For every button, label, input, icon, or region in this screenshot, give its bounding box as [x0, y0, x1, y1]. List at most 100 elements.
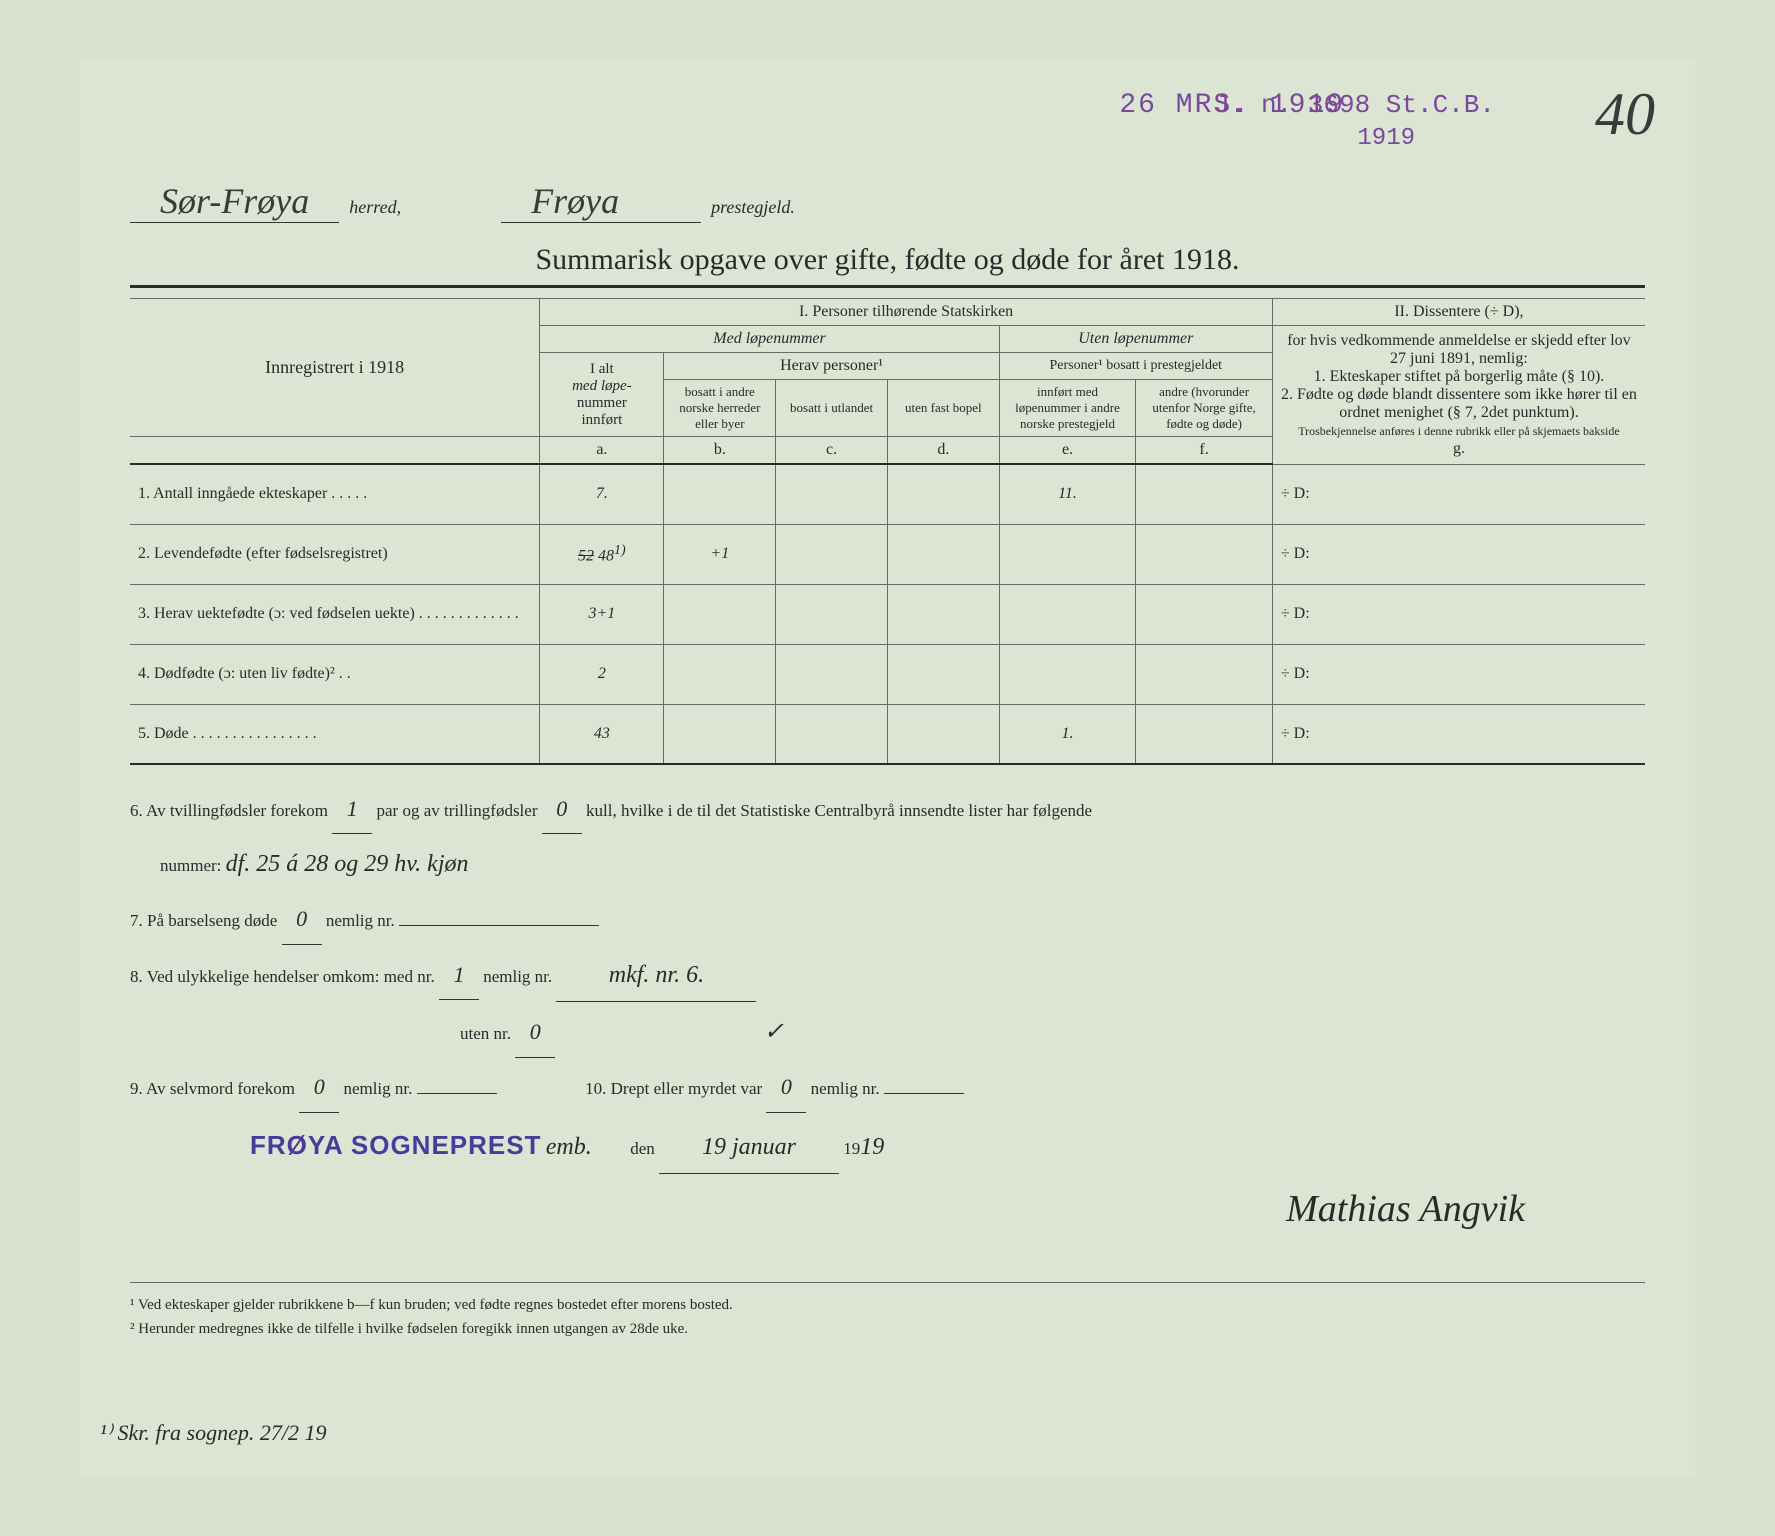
row-num: 5.: [138, 725, 150, 742]
cell-f: [1136, 584, 1273, 644]
n7-post: nemlig nr.: [326, 911, 395, 930]
cell-c: [776, 644, 888, 704]
n6-post: kull, hvilke i de til det Statistiske Ce…: [586, 801, 1092, 820]
col-ii-line3: 2. Fødte og døde blandt dissentere som i…: [1281, 386, 1637, 421]
cell-b: [664, 464, 776, 524]
col-a-4: innført: [581, 412, 622, 428]
n8-val2: 0: [515, 1008, 555, 1057]
cell-f: [1136, 704, 1273, 764]
cell-f: [1136, 464, 1273, 524]
cell-e: [999, 524, 1136, 584]
col-e-header: innført med løpenummer i andre norske pr…: [999, 380, 1136, 437]
jn-stamp: J. n. 3698 St.C.B.: [1214, 90, 1495, 120]
table-row: 2. Levendefødte (efter fødselsregistret)…: [130, 524, 1645, 584]
herred-label: herred,: [349, 197, 401, 218]
col-b-sub: b.: [664, 437, 776, 465]
table-row: 4. Dødfødte (ɔ: uten liv fødte)² . . 2 ÷…: [130, 644, 1645, 704]
n6-pre: 6. Av tvillingfødsler forekom: [130, 801, 328, 820]
n8-mid: nemlig nr.: [483, 967, 552, 986]
col-ii-line1: for hvis vedkommende anmeldelse er skjed…: [1287, 332, 1630, 367]
cell-d: [887, 524, 999, 584]
cell-e: [999, 644, 1136, 704]
n10-val: 0: [766, 1063, 806, 1112]
row-label: Døde . . . . . . . . . . . . . . . .: [154, 725, 317, 742]
cell-f: [1136, 524, 1273, 584]
n8-uten: uten nr.: [460, 1024, 511, 1043]
row-num: 2.: [138, 545, 150, 562]
col-b-header: bosatt i andre norske herreder eller bye…: [664, 380, 776, 437]
cell-g: ÷ D:: [1272, 464, 1645, 524]
cell-d: [887, 584, 999, 644]
n6-nummer: nummer:: [160, 856, 221, 875]
n8-val1: 1: [439, 951, 479, 1000]
n9-pre: 9. Av selvmord forekom: [130, 1079, 295, 1098]
col-a-3: nummer: [577, 395, 627, 411]
herav-header: Herav personer¹: [664, 353, 999, 380]
uten-lope-header: Uten løpenummer: [999, 326, 1272, 353]
notes-section: 6. Av tvillingfødsler forekom 1 par og a…: [130, 785, 1645, 1252]
col-ii-line2: 1. Ekteskaper stiftet på borgerlig måte …: [1314, 368, 1605, 385]
cell-d: [887, 704, 999, 764]
col-f-header: andre (hvorunder utenfor Norge gifte, fø…: [1136, 380, 1273, 437]
col-e-sub: e.: [999, 437, 1136, 465]
prestegjeld-value: Frøya: [501, 180, 701, 223]
page-number: 40: [1595, 80, 1655, 149]
row-label: Dødfødte (ɔ: uten liv fødte)² . .: [154, 665, 351, 682]
cell-g: ÷ D:: [1272, 644, 1645, 704]
n7-pre: 7. På barselseng døde: [130, 911, 277, 930]
n9-val: 0: [299, 1063, 339, 1112]
cell-d: [887, 464, 999, 524]
cell-b: [664, 584, 776, 644]
cell-a: 7.: [540, 464, 664, 524]
col-d-header: uten fast bopel: [887, 380, 999, 437]
table-row: 5. Døde . . . . . . . . . . . . . . . . …: [130, 704, 1645, 764]
emb-hand: emb.: [546, 1134, 592, 1160]
col-ii-text: for hvis vedkommende anmeldelse er skjed…: [1272, 326, 1645, 465]
cell-c: [776, 584, 888, 644]
section-i-header: I. Personer tilhørende Statskirken: [540, 299, 1273, 326]
col-a-2: med løpe-: [572, 378, 632, 394]
n10-pre: 10. Drept eller myrdet var: [585, 1079, 762, 1098]
margin-note: ¹⁾ Skr. fra sognep. 27/2 19: [100, 1420, 327, 1446]
cell-a: 43: [540, 704, 664, 764]
cell-e: 1.: [999, 704, 1136, 764]
cell-c: [776, 524, 888, 584]
row-label: Herav uektefødte (ɔ: ved fødselen uekte)…: [154, 605, 519, 622]
cell-b: [664, 704, 776, 764]
sogne-stamp: FRØYA SOGNEPREST: [250, 1130, 541, 1160]
footnotes: ¹ Ved ekteskaper gjelder rubrikkene b—f …: [130, 1282, 1645, 1341]
den-label: den: [630, 1139, 655, 1158]
row-num: 4.: [138, 665, 150, 682]
n6-mid: par og av trillingfødsler: [377, 801, 538, 820]
row-label: Antall inngåede ekteskaper . . . . .: [153, 485, 367, 502]
n6-val2: 0: [542, 785, 582, 834]
table-row: 1. Antall inngåede ekteskaper . . . . . …: [130, 464, 1645, 524]
cell-a: 2: [540, 644, 664, 704]
row-num: 1.: [138, 485, 150, 502]
header-line: Sør-Frøya herred, Frøya prestegjeld.: [130, 180, 1645, 223]
cell-e: 11.: [999, 464, 1136, 524]
col-f-sub: f.: [1136, 437, 1273, 465]
n8-check: ✓: [764, 1019, 784, 1045]
n6-val1: 1: [332, 785, 372, 834]
cell-f: [1136, 644, 1273, 704]
prestegjeld-label: prestegjeld.: [711, 197, 795, 218]
col-a-sub: a.: [540, 437, 664, 465]
cell-a: 52 52 48¹⁾481): [540, 524, 664, 584]
n7-val: 0: [282, 895, 322, 944]
n8-hand: mkf. nr. 6.: [556, 949, 756, 1003]
personer-bosatt: Personer¹ bosatt i prestegjeldet: [999, 353, 1272, 380]
n10-post: nemlig nr.: [811, 1079, 880, 1098]
page-title: Summarisk opgave over gifte, fødte og dø…: [130, 243, 1645, 288]
main-table: Innregistrert i 1918 I. Personer tilhøre…: [130, 298, 1645, 765]
signature: Mathias Angvik: [130, 1168, 1525, 1252]
year-pre: 19: [843, 1139, 860, 1158]
cell-g: ÷ D:: [1272, 704, 1645, 764]
col-c-sub: c.: [776, 437, 888, 465]
date-hand: 19 januar: [659, 1121, 839, 1175]
n6-hand: df. 25 á 28 og 29 hv. kjøn: [226, 851, 469, 877]
cell-a: 3+1: [540, 584, 664, 644]
cell-e: [999, 584, 1136, 644]
cell-c: [776, 704, 888, 764]
med-lope-header: Med løpenummer: [540, 326, 999, 353]
